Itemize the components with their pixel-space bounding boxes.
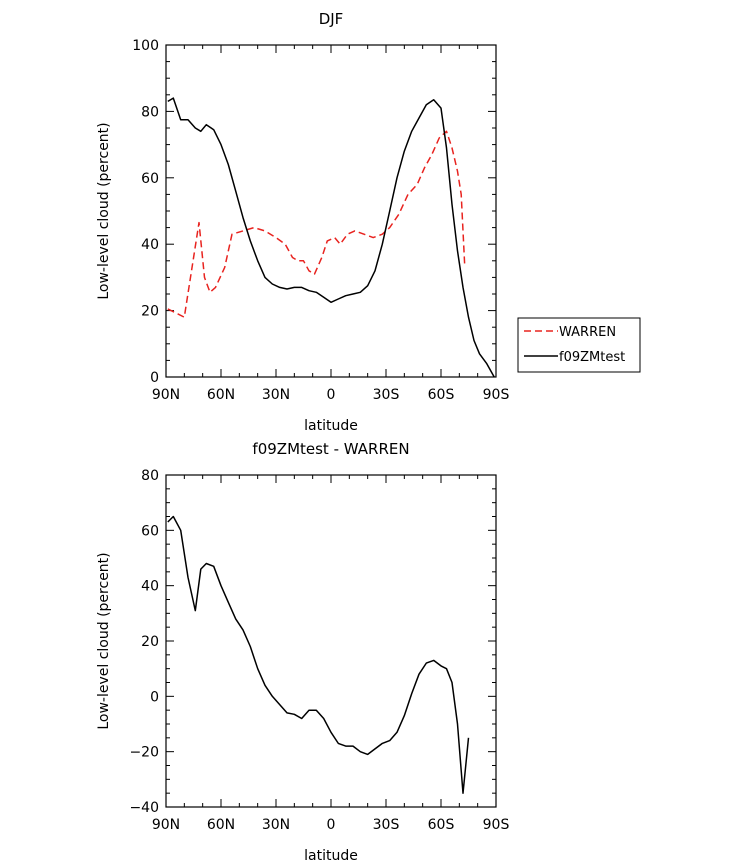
x-tick-label: 60N [207,387,235,403]
series-line-f09zmtest [167,97,495,378]
x-axis-label: latitude [304,418,358,434]
x-tick-label: 60S [428,387,455,403]
x-tick-label: 60N [207,817,235,833]
x-tick-label: 30N [262,817,290,833]
y-tick-label: 20 [141,634,159,650]
x-tick-label: 90S [483,817,510,833]
y-tick-label: 100 [132,38,159,54]
y-axis-label: Low-level cloud (percent) [96,552,112,729]
series-line-difference [167,515,470,794]
y-tick-label: 40 [141,237,159,253]
x-tick-label: 30S [373,387,400,403]
plot-frame [165,44,497,378]
y-tick-label: −40 [129,800,159,816]
y-tick-label: 80 [141,468,159,484]
y-tick-label: 0 [150,370,159,386]
x-tick-label: 60S [428,817,455,833]
y-tick-label: −20 [129,745,159,761]
legend-box [517,317,641,373]
plot-frame [165,474,497,808]
chart-djf: DJF 90N 60N 30N 0 30S 60S 90S 0 20 40 60 80 100 lati… [96,10,509,434]
x-tick-label: 0 [327,817,336,833]
x-tick-label: 30N [262,387,290,403]
series-line-warren [167,130,466,318]
y-tick-label: 80 [141,104,159,120]
y-tick-label: 20 [141,304,159,320]
x-tick-label: 30S [373,817,400,833]
chart-title: DJF [319,10,344,28]
x-tick-label: 90N [152,817,180,833]
chart-title: f09ZMtest - WARREN [252,440,409,458]
x-tick-label: 0 [327,387,336,403]
chart-difference: f09ZMtest - WARREN 90N 60N 30N 0 30S 60S 90S −4… [96,440,509,864]
legend-label-f09zmtest: f09ZMtest [559,350,625,365]
x-tick-label: 90S [483,387,510,403]
y-tick-label: 0 [150,689,159,705]
legend: WARREN f09ZMtest [517,317,641,373]
y-tick-label: 40 [141,579,159,595]
x-tick-label: 90N [152,387,180,403]
y-tick-label: 60 [141,523,159,539]
y-tick-label: 60 [141,171,159,187]
y-axis-label: Low-level cloud (percent) [96,122,112,299]
x-axis-label: latitude [304,848,358,864]
legend-label-warren: WARREN [559,325,616,340]
